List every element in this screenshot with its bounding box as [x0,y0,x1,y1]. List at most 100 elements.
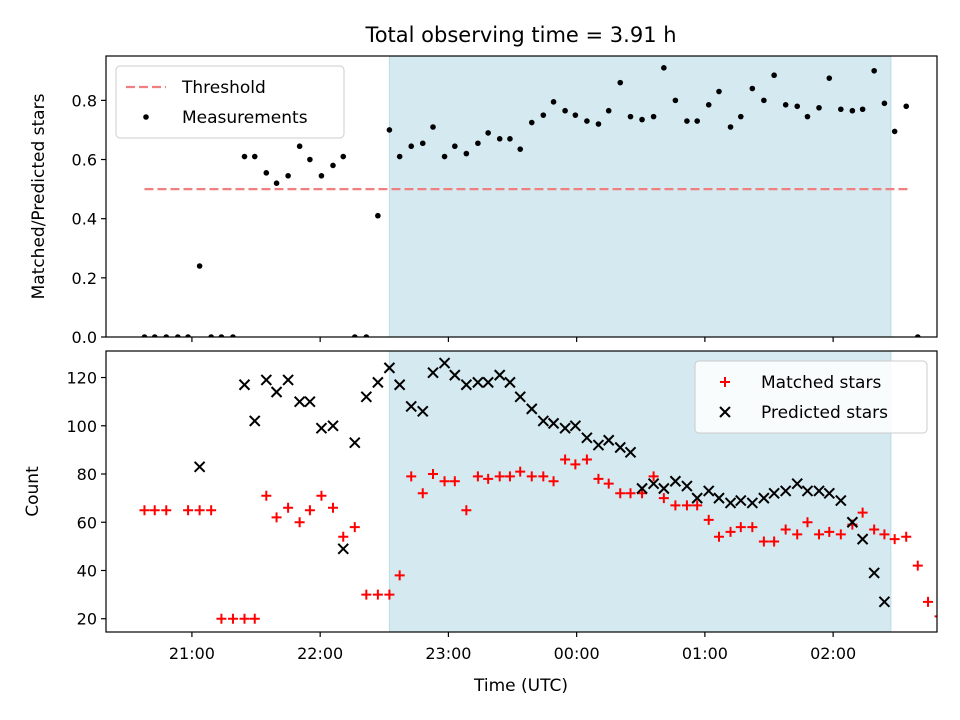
data-point [724,497,737,509]
data-point [304,395,316,408]
data-point [550,99,557,105]
data-point [327,502,338,513]
data-point [249,613,260,624]
data-point [570,459,581,470]
data-point [428,469,439,480]
data-point [716,88,722,95]
data-point [438,357,451,369]
data-point [650,113,657,120]
data-point [637,488,648,499]
y-tick-label: 0.6 [72,151,97,170]
data-point [449,476,460,487]
data-point [151,334,158,337]
data-point [419,140,426,147]
data-point [761,97,767,104]
data-point [283,502,294,513]
data-point [149,505,160,516]
data-point [282,374,294,386]
data-point [923,596,934,607]
data-point [538,471,549,482]
data-point [692,500,703,511]
data-point [548,476,559,487]
data-point [496,136,503,142]
data-point [747,522,758,533]
data-point [605,107,612,114]
data-point [408,143,415,150]
data-point [472,376,484,389]
data-point [768,487,780,500]
data-point [315,422,328,434]
data-point [294,517,305,528]
data-point [504,471,515,482]
data-point [661,65,667,71]
data-point [881,100,888,107]
data-point [460,379,473,391]
data-point [206,505,217,516]
data-point [504,376,516,389]
data-point [901,531,912,542]
series-measurements [141,65,921,337]
data-point [572,112,579,118]
data-point [260,374,273,386]
data-point [725,526,736,537]
data-point [241,153,248,160]
data-point [494,471,505,482]
data-point [560,454,571,465]
data-point [581,432,593,444]
data-point [393,379,406,391]
data-point [779,485,792,497]
data-point [871,67,877,74]
y-tick-label: 80 [77,465,97,484]
count-panel: 20 40 60 80 100 120 21:00 22:00 23:00 00:00 01:00 0… [23,350,938,663]
data-point [327,420,339,432]
data-point [934,615,937,618]
data-point [735,494,747,507]
data-point [449,369,461,381]
legend-label: Measurements [182,108,308,128]
data-point [517,146,524,152]
data-point [383,362,396,374]
data-point [559,422,571,434]
data-point [141,334,148,337]
data-point [891,128,898,135]
data-point [304,505,315,516]
data-point [824,526,835,537]
data-point [293,395,306,408]
legend: Threshold Measurements [115,65,345,139]
data-point [537,415,550,427]
series-matched-stars [139,454,937,624]
data-point [196,263,203,269]
data-point [813,485,825,497]
data-point [684,118,690,124]
data-point [617,79,624,86]
data-point [903,103,910,110]
data-point [889,534,900,545]
legend-handle [719,406,731,418]
data-point [270,386,283,398]
legend-label: Predicted stars [761,403,888,423]
data-point [823,487,835,500]
y-tick-label: 0.4 [72,210,97,229]
data-point [452,143,458,150]
legend-label: Matched stars [761,373,881,393]
data-point [372,589,383,600]
data-point [482,376,494,389]
data-point [782,102,789,108]
legend-handle [720,377,730,387]
data-point [394,570,405,581]
x-tick-label: 02:00 [810,644,856,663]
data-point [396,153,403,160]
y-tick-label: 0.2 [72,269,97,288]
data-point [461,505,472,516]
data-point [406,471,417,482]
data-point [547,417,560,430]
data-point [672,97,679,104]
data-point [792,529,803,540]
data-point [463,150,470,157]
data-point [846,516,859,528]
data-point [307,156,313,163]
x-tick-label: 21:00 [169,644,215,663]
data-point [338,531,349,542]
data-point [791,477,803,490]
ratio-panel: 0.0 0.2 0.4 0.6 0.8 Matched/Predicted stars Th… [29,55,938,347]
